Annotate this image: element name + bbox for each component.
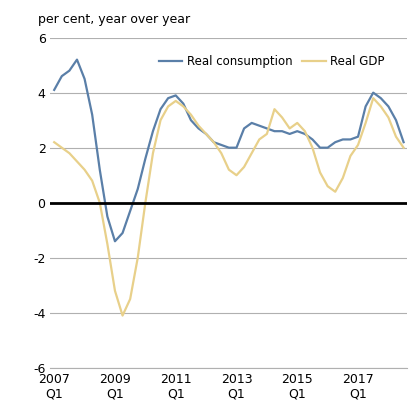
Text: per cent, year over year: per cent, year over year bbox=[38, 13, 190, 25]
Legend: Real consumption, Real GDP: Real consumption, Real GDP bbox=[154, 50, 390, 73]
